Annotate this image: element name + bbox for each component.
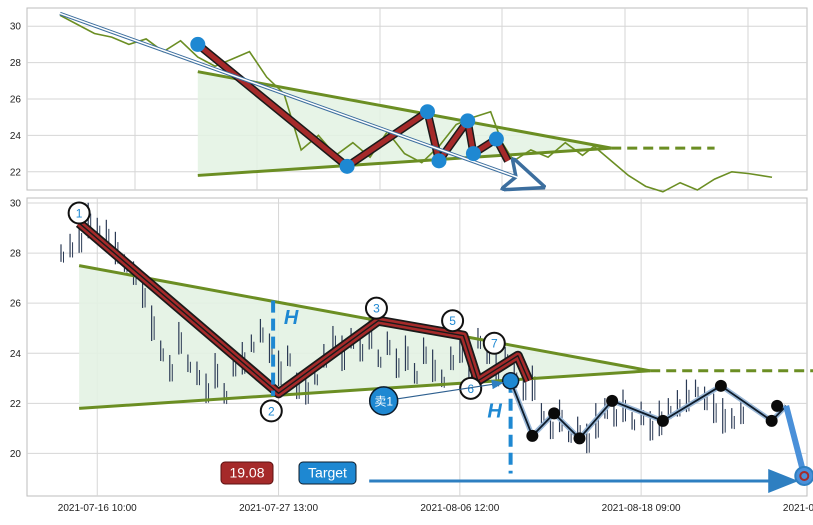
overview-y-tick-label: 28 [10, 58, 22, 69]
overview-price-line [59, 14, 773, 193]
detail-x-tick-label: 2021-08-18 09:00 [602, 503, 681, 514]
h-height-label: H [284, 307, 299, 329]
detail-lower-trendline [79, 369, 651, 410]
forecast-final-leg [783, 405, 808, 477]
overview-panel: 22 24 26 28 30 [10, 7, 808, 193]
forecast-point [656, 414, 669, 427]
detail-x-tick-label: 2021-07-27 13:00 [239, 503, 318, 514]
pivot-label: 5 [449, 314, 456, 328]
target-point-inner [799, 470, 810, 481]
forecast-point [771, 399, 784, 412]
breakout-point [501, 372, 520, 390]
forecast-point [765, 414, 778, 427]
detail-x-tick-label: 2021-08-06 12:00 [420, 503, 499, 514]
forecast-point [714, 379, 727, 392]
pivot-label: 3 [373, 302, 380, 316]
pivot-label: 7 [491, 337, 498, 351]
h-height-label: H [487, 400, 502, 422]
overview-pivot-point [465, 146, 481, 162]
target-price-box [220, 461, 274, 485]
pivot-ring [259, 399, 283, 423]
pivot-label: 1 [76, 207, 83, 221]
overview-pivot-point [431, 153, 447, 169]
detail-y-tick-label: 22 [10, 399, 22, 410]
pivot-ring [364, 296, 388, 320]
detail-y-tick-label: 20 [10, 449, 22, 460]
detail-zigzag-core [78, 222, 530, 395]
pivot-ring [67, 201, 91, 225]
target-price-label: 19.08 [229, 465, 264, 481]
detail-y-tick-label: 30 [10, 199, 22, 210]
target-point [794, 465, 813, 486]
sell-signal-arrow [397, 379, 504, 400]
overview-pivot-point [460, 113, 476, 129]
detail-upper-trendline [78, 264, 651, 373]
overview-y-tick-label: 24 [10, 131, 22, 142]
forecast-point [526, 429, 539, 442]
sell-signal-label: 卖1 [374, 394, 393, 408]
pivot-label: 6 [467, 382, 474, 396]
forecast-point [548, 407, 561, 420]
target-label: Target [308, 465, 347, 481]
detail-panel: 2021-07-16 10:00 2021-07-27 13:00 2021-08-… [10, 197, 813, 514]
overview-pivot-point [190, 36, 206, 52]
pivot-ring [459, 376, 483, 400]
forecast-point [573, 432, 586, 445]
overview-upper-trendline [197, 70, 612, 150]
overview-trend-arrow [59, 12, 535, 185]
detail-y-tick-label: 26 [10, 299, 22, 310]
pivot-label: 2 [268, 404, 275, 418]
overview-pivot-point [488, 131, 504, 147]
overview-y-tick-label: 22 [10, 167, 22, 178]
pivot-ring [482, 331, 506, 355]
overview-pivot-point [419, 104, 435, 120]
pivot-ring [441, 309, 465, 333]
detail-y-tick-label: 24 [10, 349, 22, 360]
detail-y-tick-label: 28 [10, 249, 22, 260]
forecast-point [606, 394, 619, 407]
overview-pivot-point [339, 158, 355, 174]
detail-x-tick-label: 2021-07-16 10:00 [58, 503, 137, 514]
overview-lower-trendline [197, 146, 612, 177]
overview-y-tick-label: 26 [10, 95, 22, 106]
sell-signal-marker [368, 386, 399, 416]
detail-x-tick-label: 2021-08-30 09:00 [783, 503, 813, 514]
target-box [298, 461, 357, 485]
overview-y-tick-label: 30 [10, 22, 22, 33]
